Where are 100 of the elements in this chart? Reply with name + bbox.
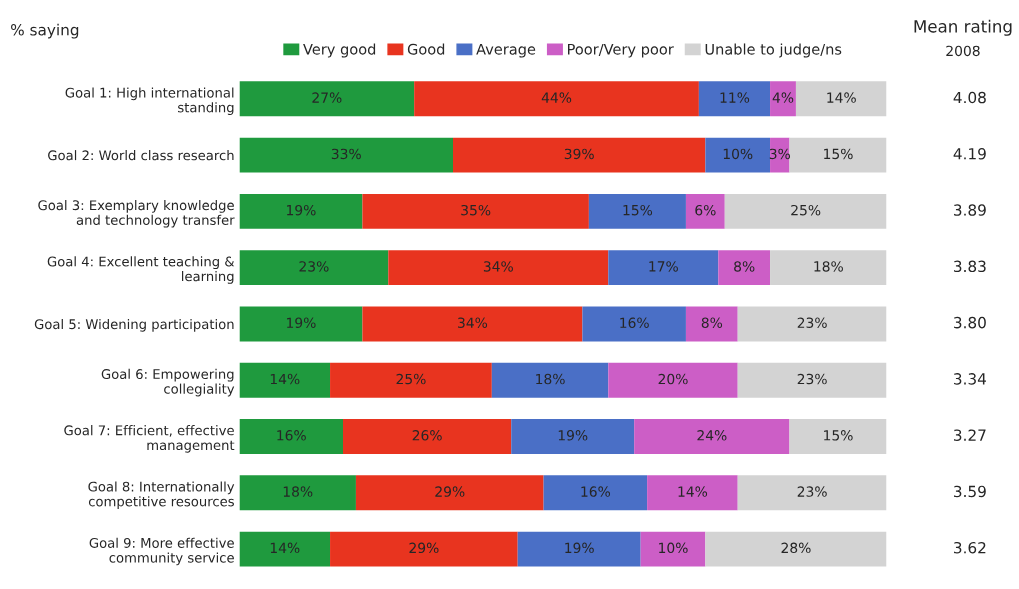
data-label: 29% [409,542,439,554]
bar [239,419,343,454]
text: 2008 [946,45,980,57]
bar [239,306,363,342]
text: 3.59 [954,485,986,498]
data-label: 23% [299,261,329,272]
bar [414,81,699,117]
legend-label: Very good [303,43,376,58]
bar [239,362,331,398]
data-label: 18% [814,261,843,272]
data-label: 14% [270,542,300,554]
text: 4.19 [953,147,986,160]
bar [705,137,771,173]
data-label: 34% [483,261,513,272]
data-label: 19% [287,204,316,216]
legend-label: Average [476,43,536,58]
data-label: 39% [564,148,594,160]
data-label: 27% [312,92,342,103]
bar [737,362,887,398]
bar [355,475,544,511]
text: 3.80 [954,316,986,329]
bar [362,193,589,229]
text: 4.08 [953,91,986,104]
data-label: 19% [287,317,316,328]
data-label: 44% [541,92,572,103]
bar [685,306,738,342]
bar [239,250,389,286]
data-label: 16% [620,317,649,328]
legend-label: Poor/Very poor [568,43,674,58]
data-label: 19% [565,542,594,554]
text: 3.27 [954,429,986,441]
data-label: 29% [435,486,465,497]
bar [582,306,686,342]
legend-label: Good [407,43,445,55]
text: 3.34 [954,373,987,385]
y-tick-label: Goal 6: Empowering collegiality [101,368,235,397]
y-tick-label: Goal 5: Widening participation [34,318,234,332]
bar [647,475,738,511]
data-label: 28% [781,542,811,554]
bar [239,137,453,173]
bar [543,475,648,511]
bar [698,81,771,117]
bar [491,362,609,398]
bar [453,137,706,173]
bar [239,193,363,229]
data-label: 10% [723,148,753,160]
data-label: 14% [270,373,300,385]
bar [343,419,512,454]
bar [770,250,887,286]
data-label: 14% [678,486,708,497]
bar [588,193,686,229]
data-label: 10% [659,542,688,554]
text: % saying [11,23,79,39]
y-tick-label: Goal 2: World class research [48,150,234,161]
bar [330,531,518,567]
y-tick-label: Goal 4: Excellent teaching & learning [47,256,235,284]
data-label: 18% [283,486,313,497]
bar [362,306,583,342]
bar [789,137,887,173]
data-label: 25% [396,373,426,385]
bar [789,419,887,454]
data-label: 6% [695,204,716,216]
bar [608,250,719,286]
bar [517,531,641,567]
text: Mean rating [914,19,1012,36]
y-tick-label: Goal 9: More effective community service [89,537,234,566]
data-label: 33% [331,148,361,160]
text: 3.89 [954,204,986,216]
data-label: 8% [701,317,723,328]
data-label: 24% [697,430,727,441]
data-label: 4% [772,92,794,103]
bar [685,193,725,229]
y-tick-label: Goal 1: High international standing [65,87,234,115]
data-label: 23% [797,373,827,385]
data-label: 17% [649,261,678,272]
data-label: 26% [412,430,442,441]
data-label: 18% [536,373,565,385]
bar [770,81,796,117]
data-label: 15% [824,148,853,160]
bar [634,419,790,454]
data-label: 8% [734,261,755,272]
bar [330,362,492,398]
data-label: 25% [791,204,821,216]
bar [737,475,887,511]
data-label: 11% [720,92,750,103]
data-label: 16% [277,430,306,441]
data-label: 35% [461,204,491,216]
data-label: 14% [827,92,856,103]
text: 3.83 [954,260,986,273]
bar [239,475,356,511]
bar [239,531,331,567]
bar [511,419,635,454]
y-tick-label: Goal 3: Exemplary knowledge and technology transfer [38,199,235,228]
legend-label: Unable to judge/ns [705,43,842,58]
bar [718,250,771,286]
y-tick-label: Goal 8: Internationally competitive resources [88,481,235,509]
y-tick-label: Goal 7: Efficient, effective management [64,425,235,453]
bar [640,531,706,567]
bar [724,193,887,229]
bar [737,306,887,342]
